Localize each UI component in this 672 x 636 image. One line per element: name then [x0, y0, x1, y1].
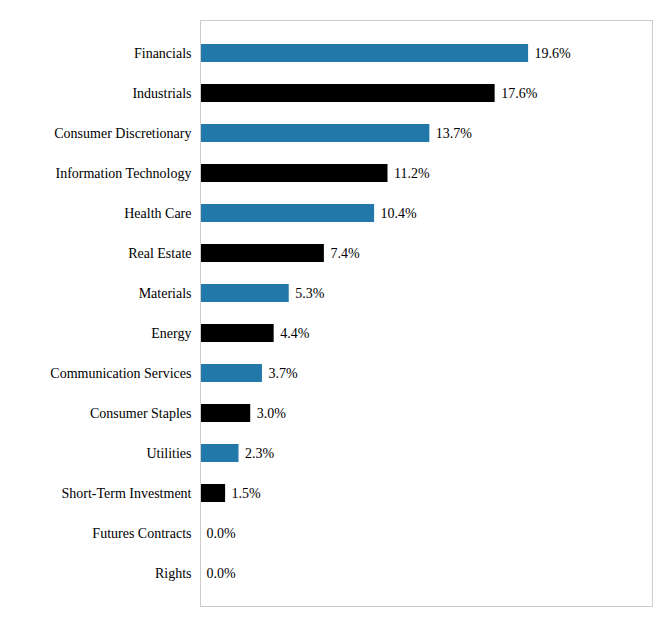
svg-text:3.7%: 3.7% [268, 366, 298, 381]
svg-text:Financials: Financials [134, 46, 192, 61]
svg-text:0.0%: 0.0% [207, 526, 237, 541]
svg-text:0.0%: 0.0% [207, 566, 237, 581]
svg-text:2.3%: 2.3% [245, 446, 275, 461]
svg-text:Health Care: Health Care [124, 206, 191, 221]
svg-text:Real Estate: Real Estate [128, 246, 191, 261]
svg-text:Communication Services: Communication Services [50, 366, 191, 381]
svg-text:4.4%: 4.4% [280, 326, 310, 341]
svg-text:7.4%: 7.4% [330, 246, 360, 261]
svg-text:Futures Contracts: Futures Contracts [92, 526, 191, 541]
svg-text:Information Technology: Information Technology [55, 166, 191, 181]
svg-text:Energy: Energy [151, 326, 191, 341]
svg-text:Utilities: Utilities [146, 446, 191, 461]
svg-text:Consumer Staples: Consumer Staples [90, 406, 192, 421]
svg-text:1.5%: 1.5% [232, 486, 262, 501]
svg-text:3.0%: 3.0% [257, 406, 287, 421]
svg-text:Rights: Rights [155, 566, 192, 581]
svg-text:Materials: Materials [139, 286, 192, 301]
svg-text:19.6%: 19.6% [535, 46, 572, 61]
svg-text:Short-Term Investment: Short-Term Investment [61, 486, 191, 501]
svg-text:13.7%: 13.7% [436, 126, 473, 141]
svg-text:10.4%: 10.4% [381, 206, 418, 221]
svg-text:Industrials: Industrials [132, 86, 191, 101]
svg-text:5.3%: 5.3% [295, 286, 325, 301]
svg-text:17.6%: 17.6% [501, 86, 538, 101]
svg-text:11.2%: 11.2% [394, 166, 430, 181]
svg-text:Consumer Discretionary: Consumer Discretionary [54, 126, 191, 141]
